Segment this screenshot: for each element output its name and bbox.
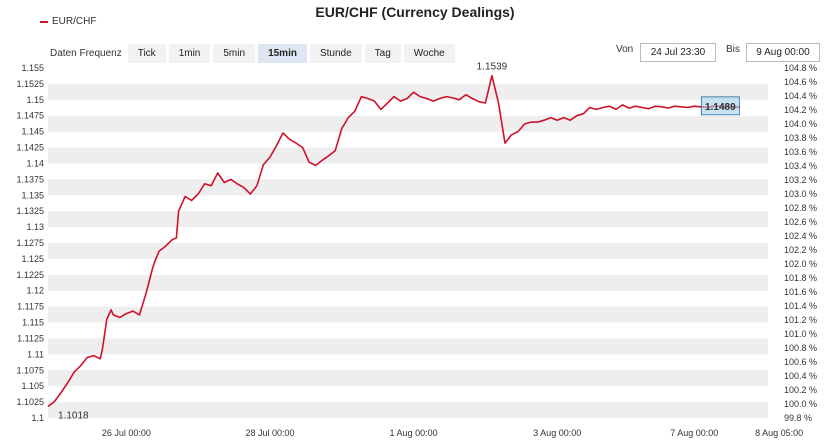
y-axis-right: 99.8 % 100.0 % 100.2 % 100.4 % 100.6 % 100.8 … (784, 63, 817, 423)
from-label: Von (616, 44, 634, 55)
y-tick-left: 1.115 (22, 318, 44, 328)
y-tick-left: 1.1225 (16, 270, 44, 280)
last-value-box (700, 96, 740, 116)
grid-band (48, 147, 768, 164)
y-tick-left: 1.13 (26, 222, 44, 232)
y-tick-right: 104.2 % (784, 105, 817, 115)
grid-band (48, 306, 768, 323)
y-tick-left: 1.1275 (16, 238, 44, 248)
y-tick-right: 100.8 % (784, 343, 817, 353)
y-tick-right: 100.4 % (784, 371, 817, 381)
frequency-label: Daten Frequenz (50, 48, 122, 59)
y-tick-right: 101.0 % (784, 329, 817, 339)
y-tick-left: 1.12 (26, 286, 44, 296)
y-tick-left: 1.1425 (16, 143, 44, 153)
grid-band (48, 338, 768, 355)
y-tick-right: 101.4 % (784, 301, 817, 311)
y-tick-left: 1.145 (21, 127, 44, 137)
y-tick-right: 104.6 % (784, 77, 817, 87)
grid-bands (48, 83, 768, 418)
grid-band (48, 243, 768, 259)
y-tick-left: 1.11 (27, 349, 44, 359)
freq-button-1min[interactable]: 1min (168, 44, 211, 63)
y-tick-left: 1.1375 (16, 174, 44, 184)
x-tick: 28 Jul 00:00 (245, 428, 294, 438)
grid-band (48, 211, 768, 228)
freq-button-stunde[interactable]: Stunde (309, 44, 362, 63)
y-tick-right: 101.2 % (784, 315, 817, 325)
y-tick-left: 1.1 (31, 413, 44, 423)
freq-button-tag[interactable]: Tag (364, 44, 401, 63)
y-tick-left: 1.1525 (16, 79, 44, 89)
y-tick-left: 1.15 (26, 95, 44, 105)
y-tick-left: 1.135 (21, 190, 44, 200)
y-tick-left: 1.125 (21, 254, 44, 264)
series-layer (47, 74, 741, 408)
annotations-layer: 1.1018 1.1539 1.1489 (58, 62, 740, 422)
y-tick-right: 102.4 % (784, 231, 817, 241)
y-tick-left: 1.1125 (17, 333, 44, 343)
y-tick-right: 100.2 % (784, 385, 817, 395)
y-axis-left: 1.1 1.1025 1.105 1.1075 1.11 1.1125 1.115 1.117… (16, 63, 44, 423)
y-tick-right: 102.8 % (784, 203, 817, 213)
y-tick-left: 1.1025 (16, 397, 44, 407)
freq-button-15min[interactable]: 15min (258, 44, 307, 63)
x-tick: 3 Aug 00:00 (533, 428, 581, 438)
y-tick-right: 103.4 % (784, 161, 817, 171)
y-tick-right: 101.8 % (784, 273, 817, 283)
x-tick: 8 Aug 05:00 (755, 428, 803, 438)
last-value-label: 1.1489 (705, 102, 736, 113)
grid-band (48, 115, 768, 132)
freq-button-woche[interactable]: Woche (403, 44, 455, 63)
y-tick-right: 103.8 % (784, 133, 817, 143)
y-tick-left: 1.1175 (17, 302, 44, 312)
y-tick-right: 102.0 % (784, 259, 817, 269)
y-tick-right: 100.0 % (784, 399, 817, 409)
freq-button-5min[interactable]: 5min (213, 44, 256, 63)
from-date-input[interactable]: 24 Jul 23:30 (640, 43, 716, 62)
to-date-input[interactable]: 9 Aug 00:00 (746, 43, 820, 62)
y-tick-left: 1.14 (26, 158, 44, 168)
y-tick-right: 103.2 % (784, 175, 817, 185)
grid-band (48, 402, 768, 418)
y-tick-right: 104.8 % (784, 63, 817, 73)
legend-label: EUR/CHF (52, 16, 97, 27)
y-tick-right: 103.6 % (784, 147, 817, 157)
y-tick-right: 100.6 % (784, 357, 817, 367)
to-label: Bis (726, 44, 740, 55)
y-tick-right: 104.4 % (784, 91, 817, 101)
y-tick-left: 1.105 (21, 381, 44, 391)
high-label: 1.1539 (477, 62, 508, 73)
y-tick-right: 102.6 % (784, 217, 817, 227)
y-tick-right: 99.8 % (784, 413, 812, 423)
low-label: 1.1018 (58, 411, 89, 422)
x-tick: 1 Aug 00:00 (390, 428, 438, 438)
y-tick-right: 101.6 % (784, 287, 817, 297)
y-tick-right: 104.0 % (784, 119, 817, 129)
x-axis: 26 Jul 00:00 28 Jul 00:00 1 Aug 00:00 3 Aug… (102, 428, 803, 438)
y-tick-left: 1.155 (21, 63, 44, 73)
grid-band (48, 370, 768, 387)
freq-button-tick[interactable]: Tick (127, 44, 166, 63)
x-tick: 26 Jul 00:00 (102, 428, 151, 438)
frequency-toolbar: Daten Frequenz Tick 1min 5min 15min Stun… (50, 44, 458, 63)
legend-swatch (40, 20, 48, 23)
grid-band (48, 83, 768, 100)
series-line-eurchf (47, 74, 741, 408)
chart-title: EUR/CHF (Currency Dealings) (315, 4, 515, 20)
y-tick-right: 103.0 % (784, 189, 817, 199)
grid-band (48, 274, 768, 291)
y-tick-left: 1.1075 (16, 365, 44, 375)
grid-band (48, 179, 768, 196)
legend[interactable]: EUR/CHF (40, 16, 96, 27)
x-tick: 7 Aug 00:00 (670, 428, 718, 438)
y-tick-left: 1.1325 (16, 206, 44, 216)
y-tick-left: 1.1475 (16, 111, 44, 121)
y-tick-right: 102.2 % (784, 245, 817, 255)
